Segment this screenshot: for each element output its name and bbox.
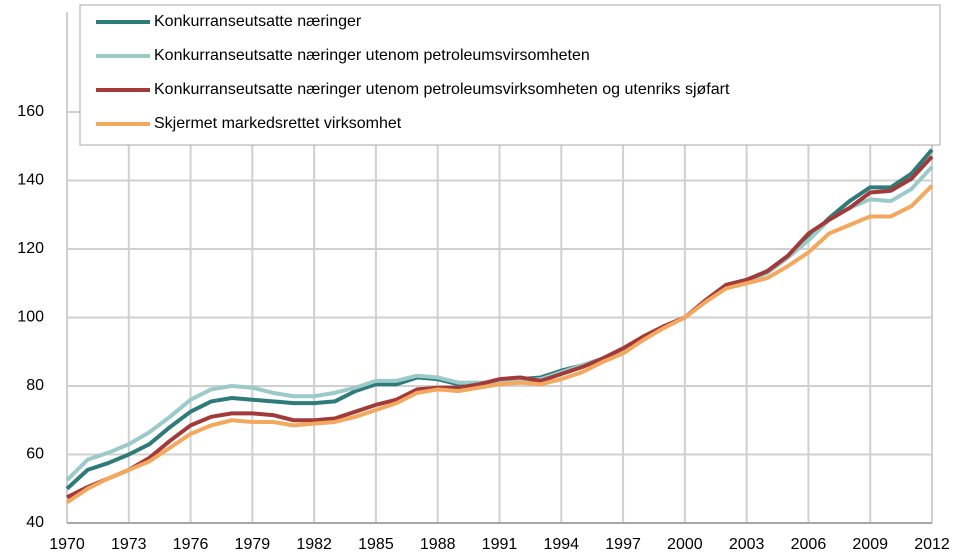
x-tick-label: 1988 bbox=[420, 536, 456, 553]
x-tick-label: 2000 bbox=[667, 536, 703, 553]
y-tick-label: 140 bbox=[17, 172, 44, 189]
legend-box bbox=[79, 4, 941, 146]
x-tick-label: 1970 bbox=[49, 536, 85, 553]
x-tick-label: 1994 bbox=[543, 536, 579, 553]
x-tick-label: 1973 bbox=[111, 536, 147, 553]
legend-label: Konkurranseutsatte næringer bbox=[154, 13, 362, 30]
legend-label: Konkurranseutsatte næringer utenom petro… bbox=[154, 81, 730, 98]
y-tick-label: 160 bbox=[17, 103, 44, 120]
x-tick-label: 2009 bbox=[852, 536, 888, 553]
series-line bbox=[65, 184, 934, 505]
legend-label: Konkurranseutsatte næringer utenom petro… bbox=[154, 47, 590, 64]
x-tick-label: 2012 bbox=[914, 536, 950, 553]
y-tick-label: 60 bbox=[26, 446, 44, 463]
x-tick-label: 1982 bbox=[296, 536, 332, 553]
legend-label: Skjermet markedsrettet virksomhet bbox=[154, 115, 402, 132]
x-tick-label: 1991 bbox=[482, 536, 518, 553]
series-line bbox=[66, 155, 934, 500]
x-tick-label: 2006 bbox=[791, 536, 827, 553]
x-tick-label: 1976 bbox=[173, 536, 209, 553]
x-tick-label: 1979 bbox=[235, 536, 271, 553]
y-tick-label: 100 bbox=[17, 309, 44, 326]
y-tick-label: 40 bbox=[26, 514, 44, 531]
y-tick-label: 80 bbox=[26, 377, 44, 394]
y-tick-label: 120 bbox=[17, 240, 44, 257]
x-tick-label: 2003 bbox=[729, 536, 765, 553]
x-tick-label: 1997 bbox=[605, 536, 641, 553]
x-tick-label: 1985 bbox=[358, 536, 394, 553]
